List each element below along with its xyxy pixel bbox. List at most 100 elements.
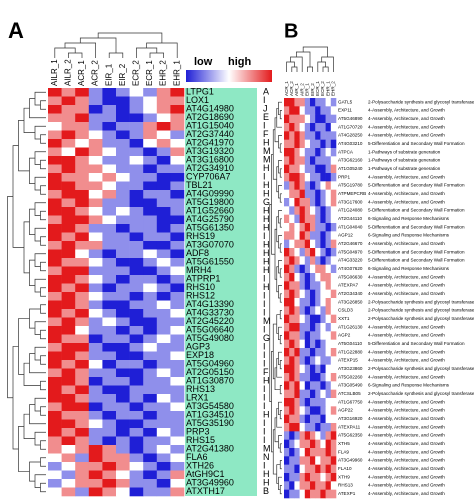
heatmap-cell (129, 113, 144, 123)
heatmap-cell (61, 122, 76, 131)
heatmap-cell (294, 364, 300, 374)
heatmap-cell (116, 198, 130, 208)
group-letter: I (263, 308, 266, 318)
heatmap-cell (156, 436, 171, 446)
heatmap-cell (61, 487, 76, 497)
heatmap-cell (102, 419, 117, 429)
heatmap-cell (48, 147, 62, 157)
heatmap-cell (304, 114, 311, 124)
row-label: ATEXP15 (338, 358, 358, 363)
heatmap-cell (143, 156, 158, 165)
heatmap-cell (116, 470, 130, 480)
column-label: ECR_1 (145, 60, 154, 86)
heatmap-cell (299, 323, 306, 332)
heatmap-cell (102, 105, 117, 114)
heatmap-cell (304, 481, 311, 490)
heatmap-cell (325, 223, 332, 232)
heatmap-cell (116, 249, 130, 259)
heatmap-cell (88, 326, 103, 335)
row-label: XXT1 (338, 316, 350, 321)
heatmap-cell (116, 164, 130, 174)
heatmap-cell (88, 241, 103, 250)
heatmap-cell (143, 181, 158, 191)
heatmap-cell (304, 156, 311, 165)
row-description: 4-Assembly, Architecture, and Growth (368, 483, 445, 488)
row-label: RHS12 (186, 291, 215, 301)
heatmap-cell (315, 431, 321, 440)
heatmap-cell (325, 106, 332, 115)
heatmap-cell (325, 189, 332, 199)
heatmap-cell (156, 445, 171, 454)
row-label: AGP22 (338, 408, 353, 413)
heatmap-cell (294, 139, 300, 149)
heatmap-cell (61, 283, 76, 293)
heatmap-cell (325, 181, 332, 190)
heatmap-cell (294, 114, 300, 124)
heatmap-cell (304, 423, 311, 432)
row-description: 4-Assembly, Architecture, and Growth (368, 416, 445, 421)
heatmap-cell (156, 207, 171, 216)
heatmap-cell (116, 394, 130, 403)
heatmap-cell (315, 131, 321, 140)
panel-label: B (284, 20, 298, 42)
heatmap-cell (102, 385, 117, 395)
heatmap-cell (284, 439, 290, 449)
heatmap-cell (75, 258, 90, 267)
heatmap-cell (289, 464, 295, 474)
row-label: PRP3 (186, 427, 210, 437)
heatmap-cell (143, 105, 158, 114)
group-letter: I (263, 427, 266, 437)
heatmap-cell (304, 356, 311, 365)
heatmap-cell (170, 334, 185, 344)
row-description: 1-Pathways of substrate generation (368, 166, 441, 171)
row-description: 5-Differentiation and Secondary Wall For… (368, 258, 465, 263)
row-label: AT5G61350 (186, 223, 234, 233)
heatmap-cell (156, 181, 171, 191)
row-label: AT5G04110 (338, 341, 363, 346)
heatmap-cell (61, 394, 76, 403)
heatmap-cell (284, 331, 290, 340)
heatmap-cell (310, 431, 316, 440)
row-label: AT2G18690 (186, 112, 234, 122)
row-label: AT1G24080 (338, 208, 363, 213)
heatmap-cell (330, 289, 337, 299)
heatmap-cell (156, 326, 171, 335)
heatmap-cell (102, 258, 117, 267)
heatmap-cell (75, 334, 90, 344)
heatmap-cell (102, 224, 117, 233)
heatmap-cell (129, 266, 144, 276)
heatmap-cell (143, 190, 158, 199)
heatmap-cell (61, 334, 76, 344)
heatmap-cell (88, 275, 103, 284)
heatmap-cell (156, 377, 171, 386)
row-description: 4-Assembly, Architecture, and Growth (368, 241, 445, 246)
heatmap-cell (129, 309, 144, 318)
heatmap-cell (61, 470, 76, 480)
row-label: AT5G06640 (186, 325, 234, 335)
heatmap-cell (170, 411, 185, 420)
heatmap-cell (284, 123, 290, 132)
heatmap-cell (304, 123, 311, 132)
row-description: 4-Assembly, Architecture, and Growth (368, 133, 445, 138)
heatmap-cell (88, 411, 103, 420)
heatmap-cell (156, 351, 171, 361)
heatmap-cell (310, 98, 316, 107)
heatmap-cell (289, 481, 295, 490)
heatmap-cell (156, 283, 171, 293)
label-background (185, 88, 257, 496)
row-label: AT4G33730 (186, 308, 234, 318)
heatmap-cell (299, 273, 306, 282)
heatmap-cell (320, 148, 326, 157)
heatmap-cell (116, 411, 130, 420)
heatmap-cell (48, 283, 62, 293)
heatmap-cell (129, 479, 144, 488)
heatmap-cell (284, 214, 290, 224)
heatmap-cell (102, 122, 117, 131)
heatmap-cell (48, 445, 62, 454)
heatmap-cell (61, 402, 76, 412)
row-label: AT5G06630 (338, 274, 363, 279)
heatmap-cell (315, 423, 321, 432)
heatmap-cell (143, 164, 158, 174)
row-description: 4-Assembly, Architecture, and Growth (368, 291, 445, 296)
row-label: AT5G04970 (338, 249, 363, 254)
